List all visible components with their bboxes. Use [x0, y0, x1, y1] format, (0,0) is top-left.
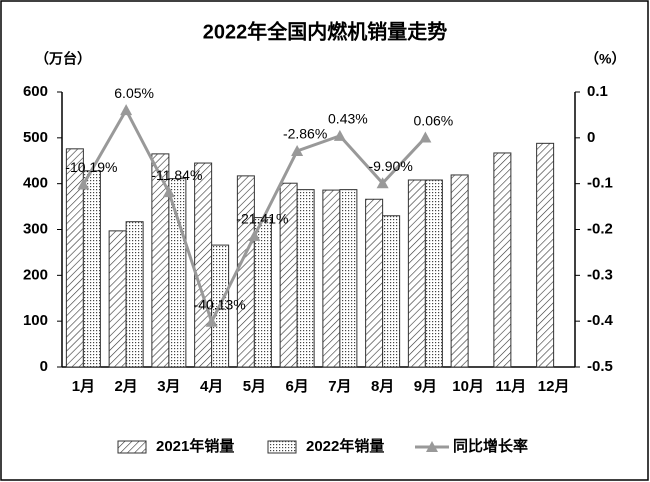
line-marker [419, 131, 432, 143]
bar [536, 142, 555, 368]
line-marker [376, 177, 389, 189]
y-tick-label: 300 [23, 220, 48, 237]
line-marker [77, 178, 90, 190]
bar [108, 230, 127, 368]
line-marker [248, 229, 261, 241]
bar [450, 174, 469, 368]
data-label: 0.43% [328, 111, 368, 127]
x-tick-label: 11月 [495, 378, 526, 395]
line-marker [162, 186, 175, 198]
y-tick-label: 500 [23, 129, 48, 146]
bar [194, 162, 213, 368]
bar [65, 148, 84, 368]
x-tick-label: 6月 [285, 378, 308, 395]
x-tick-label: 1月 [72, 378, 95, 395]
y-tick-label: 600 [23, 83, 48, 100]
x-tick-label: 12月 [538, 378, 570, 395]
legend-swatch [267, 440, 297, 454]
bar [168, 178, 187, 368]
data-label: 6.05% [114, 85, 154, 101]
y2-tick-label: -0.4 [587, 312, 614, 329]
bar [296, 189, 315, 368]
data-label: -21.41% [236, 211, 288, 227]
bar [322, 189, 341, 368]
y2-axis-label: （%） [585, 51, 625, 67]
legend-label: 同比增长率 [453, 437, 528, 455]
y-tick-label: 400 [23, 175, 48, 192]
x-tick-label: 7月 [328, 378, 351, 395]
y2-tick-label: -0.2 [587, 220, 613, 237]
bar [82, 170, 101, 368]
y2-tick-label: 0.1 [587, 83, 608, 100]
bar [493, 152, 512, 368]
x-tick-label: 8月 [371, 378, 394, 395]
legend-swatch [117, 440, 147, 454]
bar [424, 179, 443, 368]
data-label: -40.13% [194, 296, 246, 312]
legend-label: 2021年销量 [156, 437, 234, 455]
x-tick-label: 2月 [114, 378, 137, 395]
y-tick-label: 100 [23, 312, 48, 329]
x-tick-label: 4月 [200, 378, 223, 395]
x-tick-label: 10月 [452, 378, 484, 395]
line-marker [205, 315, 218, 327]
x-tick-label: 5月 [243, 378, 266, 395]
x-tick-label: 9月 [414, 378, 437, 395]
line-marker [333, 129, 346, 141]
y2-tick-label: -0.5 [587, 358, 613, 375]
data-label: -2.86% [283, 126, 327, 142]
bar [407, 179, 426, 368]
bar [125, 221, 144, 368]
line-marker [291, 144, 304, 156]
y2-tick-label: -0.3 [587, 266, 613, 283]
y-tick-label: 200 [23, 266, 48, 283]
y-axis-label: （万台） [35, 51, 91, 67]
legend-label: 2022年销量 [306, 437, 384, 455]
bar [339, 189, 358, 368]
y-tick-label: 0 [40, 358, 48, 375]
chart-title: 2022年全国内燃机销量走势 [203, 19, 448, 43]
bar [365, 198, 384, 368]
data-label: -10.19% [65, 159, 117, 175]
legend-marker [426, 441, 438, 452]
y2-tick-label: -0.1 [587, 175, 613, 192]
y2-tick-label: 0 [587, 129, 595, 146]
data-label: 0.06% [414, 112, 454, 128]
x-tick-label: 3月 [157, 378, 180, 395]
bar [382, 215, 401, 368]
bar [236, 175, 255, 368]
data-label: -11.84% [151, 167, 202, 183]
data-label: -9.90% [368, 158, 412, 174]
line-marker [120, 104, 133, 116]
